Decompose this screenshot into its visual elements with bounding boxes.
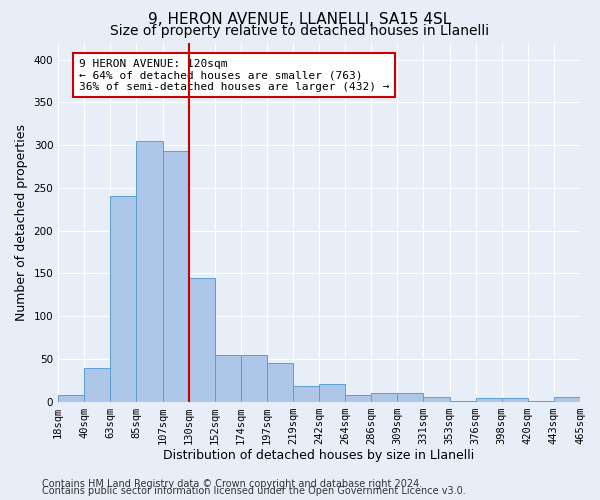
Bar [84, 368, 110, 402]
Bar [397, 393, 424, 402]
Bar [163, 151, 188, 402]
Bar [476, 398, 502, 402]
Text: Contains public sector information licensed under the Open Government Licence v3: Contains public sector information licen… [42, 486, 466, 496]
Bar [188, 278, 215, 402]
Bar [215, 354, 241, 402]
Bar [371, 393, 397, 402]
Bar [449, 400, 476, 402]
Text: 9, HERON AVENUE, LLANELLI, SA15 4SL: 9, HERON AVENUE, LLANELLI, SA15 4SL [148, 12, 452, 28]
Y-axis label: Number of detached properties: Number of detached properties [15, 124, 28, 320]
Bar [267, 363, 293, 402]
Bar [241, 354, 267, 402]
Bar [528, 400, 554, 402]
Bar [293, 386, 319, 402]
Bar [345, 394, 371, 402]
Bar [110, 196, 136, 402]
Bar [136, 141, 163, 402]
Text: 9 HERON AVENUE: 120sqm
← 64% of detached houses are smaller (763)
36% of semi-de: 9 HERON AVENUE: 120sqm ← 64% of detached… [79, 58, 389, 92]
Bar [502, 398, 528, 402]
Bar [319, 384, 345, 402]
X-axis label: Distribution of detached houses by size in Llanelli: Distribution of detached houses by size … [163, 450, 475, 462]
Bar [58, 394, 84, 402]
Text: Contains HM Land Registry data © Crown copyright and database right 2024.: Contains HM Land Registry data © Crown c… [42, 479, 422, 489]
Text: Size of property relative to detached houses in Llanelli: Size of property relative to detached ho… [110, 24, 490, 38]
Bar [554, 398, 580, 402]
Bar [424, 398, 449, 402]
